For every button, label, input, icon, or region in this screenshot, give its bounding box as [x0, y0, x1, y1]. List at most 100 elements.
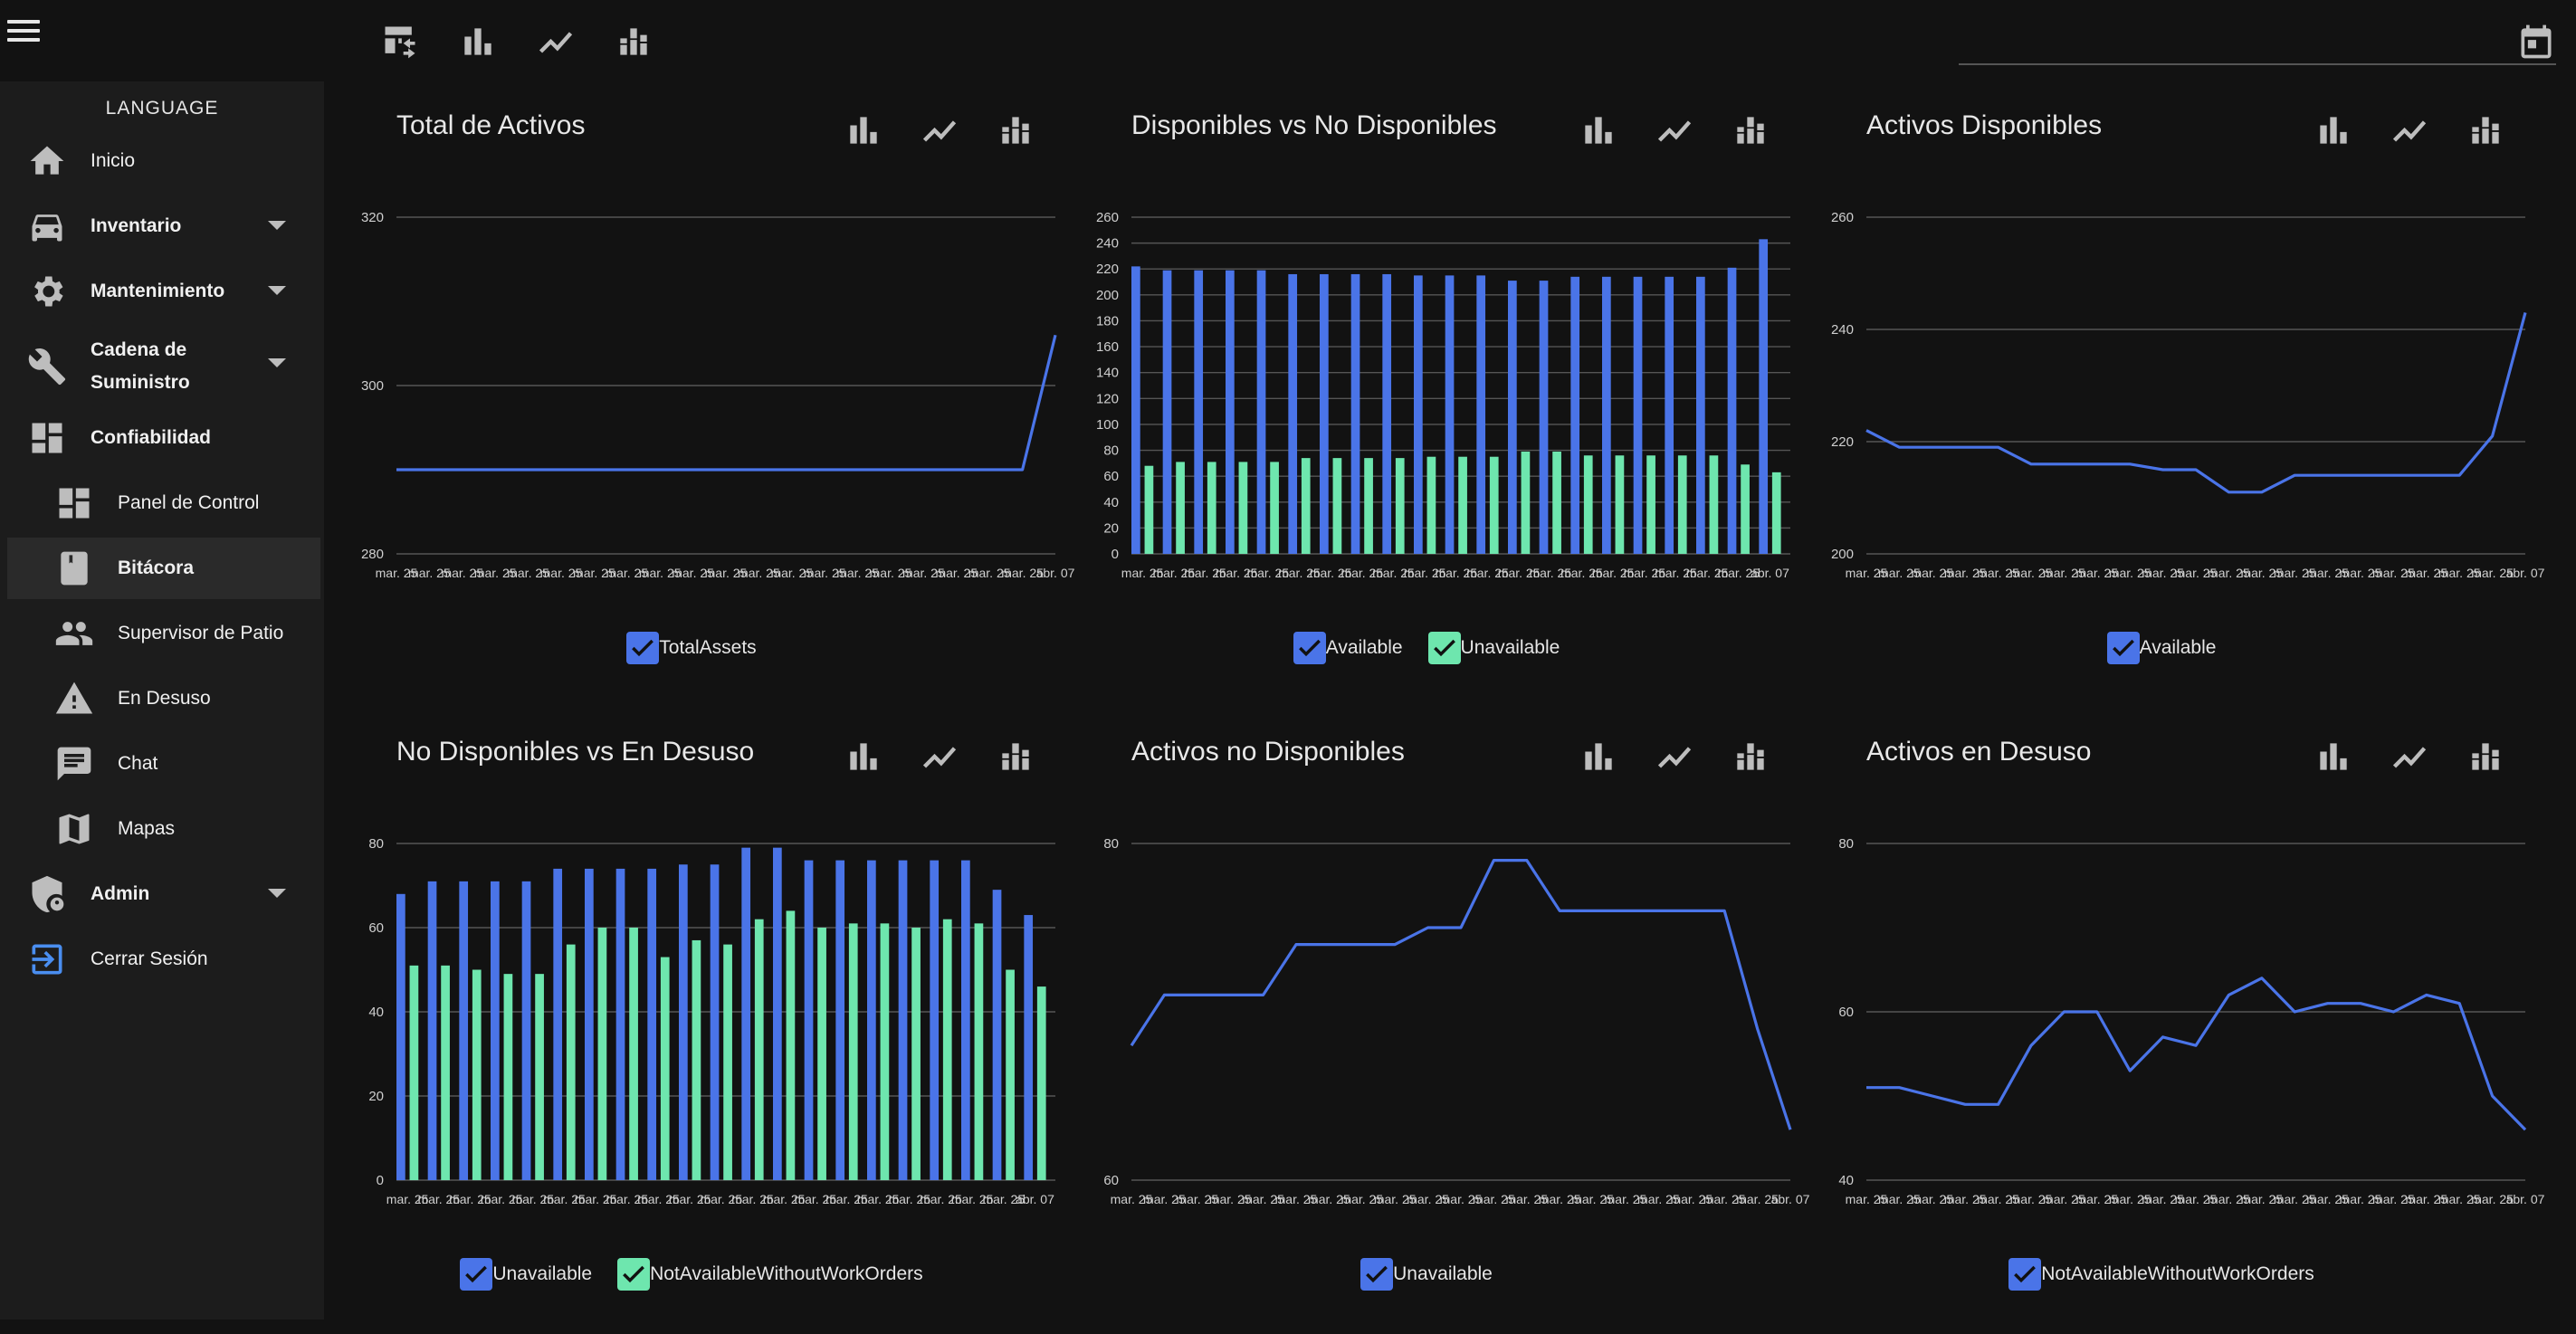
- bar-available[interactable]: [1256, 270, 1266, 554]
- bar-available[interactable]: [1382, 273, 1392, 554]
- bar-available[interactable]: [1727, 267, 1737, 554]
- bar-notavailablewithoutworkorders[interactable]: [441, 965, 450, 1180]
- language-selector[interactable]: LANGUAGE: [105, 98, 219, 119]
- stacked-bar-icon[interactable]: [614, 22, 654, 62]
- bar-available[interactable]: [1131, 266, 1140, 554]
- bar-notavailablewithoutworkorders[interactable]: [566, 944, 576, 1180]
- bar-notavailablewithoutworkorders[interactable]: [629, 928, 638, 1180]
- sidebar-item-admin[interactable]: Admin: [7, 863, 320, 925]
- bar-available[interactable]: [1665, 276, 1674, 554]
- bar-notavailablewithoutworkorders[interactable]: [535, 974, 544, 1180]
- legend-item-unavailable[interactable]: Unavailable: [1427, 632, 1560, 664]
- stacked-bar-icon[interactable]: [2466, 737, 2505, 777]
- bar-available[interactable]: [1288, 273, 1298, 554]
- legend-checkbox[interactable]: [1427, 632, 1461, 664]
- bar-unavailable[interactable]: [1176, 462, 1185, 554]
- legend-checkbox[interactable]: [1293, 632, 1326, 664]
- bar-available[interactable]: [1633, 276, 1643, 554]
- bar-unavailable[interactable]: [1615, 455, 1625, 554]
- bar-unavailable[interactable]: [741, 847, 751, 1180]
- stacked-bar-icon[interactable]: [996, 110, 1035, 150]
- bar-unavailable[interactable]: [647, 868, 657, 1180]
- bar-notavailablewithoutworkorders[interactable]: [974, 923, 984, 1180]
- bar-chart-icon[interactable]: [844, 110, 883, 150]
- line-chart-icon[interactable]: [2390, 110, 2429, 150]
- bar-available[interactable]: [1350, 273, 1360, 554]
- bar-available[interactable]: [1445, 275, 1455, 554]
- legend-item-notavailablewithoutworkorders[interactable]: NotAvailableWithoutWorkOrders: [617, 1258, 923, 1291]
- bar-unavailable[interactable]: [1024, 915, 1034, 1180]
- chevron-down-icon[interactable]: [268, 221, 286, 230]
- stacked-bar-icon[interactable]: [1731, 737, 1770, 777]
- bar-unavailable[interactable]: [553, 868, 563, 1180]
- bar-unavailable[interactable]: [804, 860, 814, 1180]
- bar-unavailable[interactable]: [1238, 462, 1248, 554]
- legend-checkbox[interactable]: [626, 632, 660, 664]
- legend-item-totalassets[interactable]: TotalAssets: [626, 632, 757, 664]
- line-chart-icon[interactable]: [1655, 110, 1694, 150]
- sidebar-item-inventario[interactable]: Inventario: [7, 195, 320, 257]
- bar-unavailable[interactable]: [710, 864, 720, 1180]
- bar-unavailable[interactable]: [1709, 455, 1719, 554]
- series-line-notavailablewithoutworkorders[interactable]: [1866, 977, 2527, 1131]
- sidebar-item-mantenimiento[interactable]: Mantenimiento: [7, 261, 320, 322]
- bar-unavailable[interactable]: [1552, 451, 1561, 554]
- bar-unavailable[interactable]: [521, 881, 531, 1180]
- bar-unavailable[interactable]: [1364, 458, 1373, 554]
- bar-unavailable[interactable]: [1144, 465, 1154, 554]
- legend-item-available[interactable]: Available: [1293, 632, 1403, 664]
- bar-notavailablewithoutworkorders[interactable]: [409, 965, 419, 1180]
- bar-unavailable[interactable]: [898, 860, 908, 1180]
- bar-notavailablewithoutworkorders[interactable]: [848, 923, 858, 1180]
- table-swap-icon[interactable]: [380, 22, 420, 62]
- bar-notavailablewithoutworkorders[interactable]: [786, 910, 796, 1180]
- bar-chart-icon[interactable]: [844, 737, 883, 777]
- bar-unavailable[interactable]: [867, 860, 876, 1180]
- legend-item-unavailable[interactable]: Unavailable: [460, 1258, 592, 1291]
- bar-unavailable[interactable]: [1489, 456, 1499, 554]
- bar-notavailablewithoutworkorders[interactable]: [911, 928, 921, 1180]
- bar-unavailable[interactable]: [1395, 458, 1405, 554]
- bar-unavailable[interactable]: [1458, 456, 1467, 554]
- bar-unavailable[interactable]: [1332, 458, 1342, 554]
- bar-unavailable[interactable]: [1677, 455, 1687, 554]
- bar-unavailable[interactable]: [427, 881, 437, 1180]
- sidebar-item-supervisor-de-patio[interactable]: Supervisor de Patio: [7, 603, 320, 664]
- bar-available[interactable]: [1226, 270, 1235, 554]
- bar-available[interactable]: [1602, 276, 1611, 554]
- bar-available[interactable]: [1570, 276, 1580, 554]
- bar-unavailable[interactable]: [1207, 462, 1216, 554]
- bar-notavailablewithoutworkorders[interactable]: [597, 928, 607, 1180]
- stacked-bar-icon[interactable]: [1731, 110, 1770, 150]
- date-range-field[interactable]: [1959, 18, 2556, 65]
- bar-unavailable[interactable]: [930, 860, 940, 1180]
- legend-checkbox[interactable]: [617, 1258, 651, 1291]
- legend-checkbox[interactable]: [2008, 1258, 2042, 1291]
- bar-unavailable[interactable]: [1741, 464, 1750, 554]
- bar-notavailablewithoutworkorders[interactable]: [472, 969, 482, 1181]
- bar-available[interactable]: [1759, 239, 1769, 554]
- series-line-available[interactable]: [1865, 311, 2527, 494]
- bar-available[interactable]: [1696, 276, 1705, 554]
- line-chart-icon[interactable]: [536, 22, 576, 62]
- bar-unavailable[interactable]: [615, 868, 625, 1180]
- bar-available[interactable]: [1414, 275, 1423, 554]
- sidebar-item-chat[interactable]: Chat: [7, 733, 320, 795]
- stacked-bar-icon[interactable]: [2466, 110, 2505, 150]
- bar-chart-icon[interactable]: [1579, 737, 1618, 777]
- series-line-totalassets[interactable]: [396, 334, 1057, 472]
- bar-unavailable[interactable]: [459, 881, 469, 1180]
- chevron-down-icon[interactable]: [268, 286, 286, 295]
- legend-item-available[interactable]: Available: [2106, 632, 2216, 664]
- bar-unavailable[interactable]: [396, 893, 405, 1180]
- bar-chart-icon[interactable]: [2314, 737, 2353, 777]
- bar-notavailablewithoutworkorders[interactable]: [1006, 969, 1015, 1181]
- line-chart-icon[interactable]: [920, 110, 959, 150]
- bar-available[interactable]: [1194, 270, 1204, 554]
- sidebar-item-inicio[interactable]: Inicio: [7, 130, 320, 192]
- line-chart-icon[interactable]: [1655, 737, 1694, 777]
- bar-notavailablewithoutworkorders[interactable]: [692, 939, 701, 1180]
- bar-unavailable[interactable]: [1646, 455, 1655, 554]
- bar-notavailablewithoutworkorders[interactable]: [660, 957, 670, 1180]
- bar-available[interactable]: [1476, 275, 1486, 554]
